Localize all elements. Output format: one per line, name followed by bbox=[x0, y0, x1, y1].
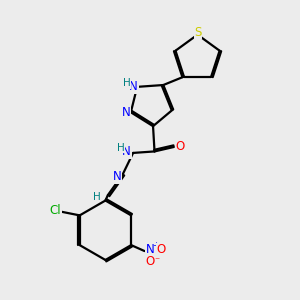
Text: +: + bbox=[152, 241, 159, 250]
Text: O: O bbox=[156, 243, 166, 256]
Text: H: H bbox=[117, 143, 124, 153]
Text: H: H bbox=[93, 192, 101, 202]
Text: N: N bbox=[129, 80, 138, 93]
Text: N: N bbox=[146, 243, 154, 256]
Text: O: O bbox=[145, 255, 154, 268]
Text: N: N bbox=[122, 145, 131, 158]
Text: N: N bbox=[122, 106, 131, 119]
Text: Cl: Cl bbox=[50, 204, 61, 217]
Text: N: N bbox=[112, 170, 121, 183]
Text: H: H bbox=[123, 78, 130, 88]
Text: ⁻: ⁻ bbox=[154, 256, 160, 266]
Text: O: O bbox=[175, 140, 184, 153]
Text: S: S bbox=[194, 26, 202, 39]
